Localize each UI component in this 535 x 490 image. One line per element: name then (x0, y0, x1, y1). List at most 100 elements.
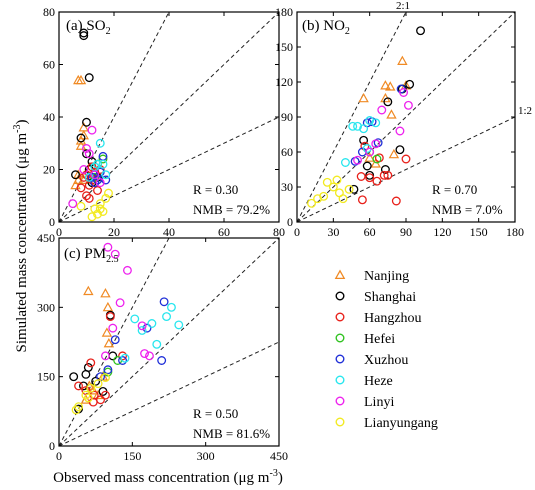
data-point (360, 141, 370, 151)
data-point (395, 145, 405, 155)
data-point (90, 204, 100, 214)
data-point (91, 376, 101, 386)
ref-line-2to1 (59, 238, 170, 446)
data-point (416, 26, 425, 36)
data-point (159, 297, 169, 307)
data-point (395, 126, 405, 136)
data-point (93, 175, 102, 185)
data-point (70, 179, 81, 190)
data-point (101, 193, 111, 203)
x-tick-label: 30 (327, 225, 339, 239)
data-point (388, 148, 400, 159)
data-point (82, 191, 91, 201)
y-tick-label: 120 (275, 75, 293, 89)
y-tick-label: 90 (281, 110, 293, 124)
data-point (380, 165, 390, 174)
data-point (397, 55, 408, 65)
data-point (110, 249, 120, 259)
data-point (357, 195, 367, 205)
data-point (84, 172, 94, 182)
x-tick-label: 60 (364, 225, 376, 239)
data-point (103, 242, 113, 252)
data-point (174, 320, 184, 330)
y-tick-label: 0 (287, 215, 293, 229)
data-point (100, 373, 110, 383)
stat-r: R = 0.30 (193, 182, 238, 197)
ref-line-2to1 (59, 12, 170, 222)
data-point (118, 356, 128, 365)
x-tick-label: 120 (433, 225, 451, 239)
y-tick-label: 30 (281, 180, 293, 194)
data-point (84, 73, 94, 83)
data-point (87, 212, 97, 222)
data-point (75, 135, 87, 145)
data-point (98, 159, 108, 169)
stat-nmb: NMB = 81.6% (193, 426, 270, 441)
data-point (71, 405, 81, 415)
data-point (71, 170, 80, 180)
x-axis-title: Observed mass concentration (μg m-3) (53, 468, 283, 486)
data-point (80, 394, 92, 404)
data-point (353, 155, 363, 165)
ref-line-1to2 (297, 116, 515, 222)
data-point (93, 209, 102, 219)
stat-r: R = 0.50 (193, 406, 238, 421)
data-point (338, 194, 348, 204)
data-point (95, 138, 105, 148)
data-point (405, 79, 415, 89)
panel-so2: 0 20 40 60 80 0 20 40 60 80 (a) SO2 R = 0.30 NMB = 7… (43, 5, 285, 239)
y-tick-label: 40 (43, 110, 55, 124)
legend-label: Heze (364, 374, 393, 389)
data-point (157, 356, 167, 365)
data-point (79, 31, 89, 41)
data-point (377, 105, 387, 115)
data-point (365, 147, 375, 157)
panel-label: (c) PM2.5 (64, 246, 119, 265)
panel-label: (a) SO2 (66, 18, 111, 37)
data-point (82, 170, 91, 180)
data-point (100, 288, 111, 298)
data-point (78, 129, 89, 140)
panel-no2: 0 30 60 90 120 150 180 0 30 60 90 120 150 180 (b) NO2 R… (275, 0, 532, 239)
y-tick-label: 60 (281, 145, 293, 159)
data-point (95, 178, 105, 188)
data-point (75, 74, 87, 85)
data-point (371, 118, 381, 128)
y-tick-label: 0 (49, 215, 55, 229)
data-point (399, 88, 409, 97)
data-point (356, 172, 366, 181)
data-point (379, 170, 389, 180)
data-point (147, 319, 157, 328)
data-point (358, 92, 369, 103)
data-point (100, 390, 110, 400)
data-point (372, 176, 382, 186)
x-tick-label: 300 (197, 449, 215, 463)
data-point (87, 172, 97, 182)
data-point (137, 321, 147, 331)
line-label-2to1: 2:1 (396, 0, 410, 12)
data-point (383, 97, 393, 107)
data-point (162, 312, 172, 322)
y-tick-label: 20 (43, 163, 55, 177)
y-tick-label: 60 (43, 58, 55, 72)
data-point (344, 184, 354, 194)
data-point (353, 121, 363, 131)
data-point (104, 188, 113, 198)
y-tick-label: 180 (275, 5, 293, 19)
y-tick-label: 0 (49, 439, 55, 453)
ref-line-1to1 (59, 12, 279, 222)
data-point (83, 362, 93, 372)
legend-label: Linyi (364, 395, 394, 410)
data-point (102, 301, 114, 312)
x-tick-label: 450 (270, 449, 288, 463)
data-point (105, 312, 115, 322)
legend-marker (335, 291, 345, 301)
legend-marker (335, 312, 345, 322)
data-point (365, 173, 375, 183)
data-point (103, 365, 113, 375)
x-tick-label: 0 (294, 225, 300, 239)
panel-pm25: 0 150 300 450 0 150 300 450 (c) PM2.5 R = 0.50 NMB… (37, 231, 288, 463)
x-tick-label: 20 (108, 225, 120, 239)
data-point (93, 159, 102, 169)
